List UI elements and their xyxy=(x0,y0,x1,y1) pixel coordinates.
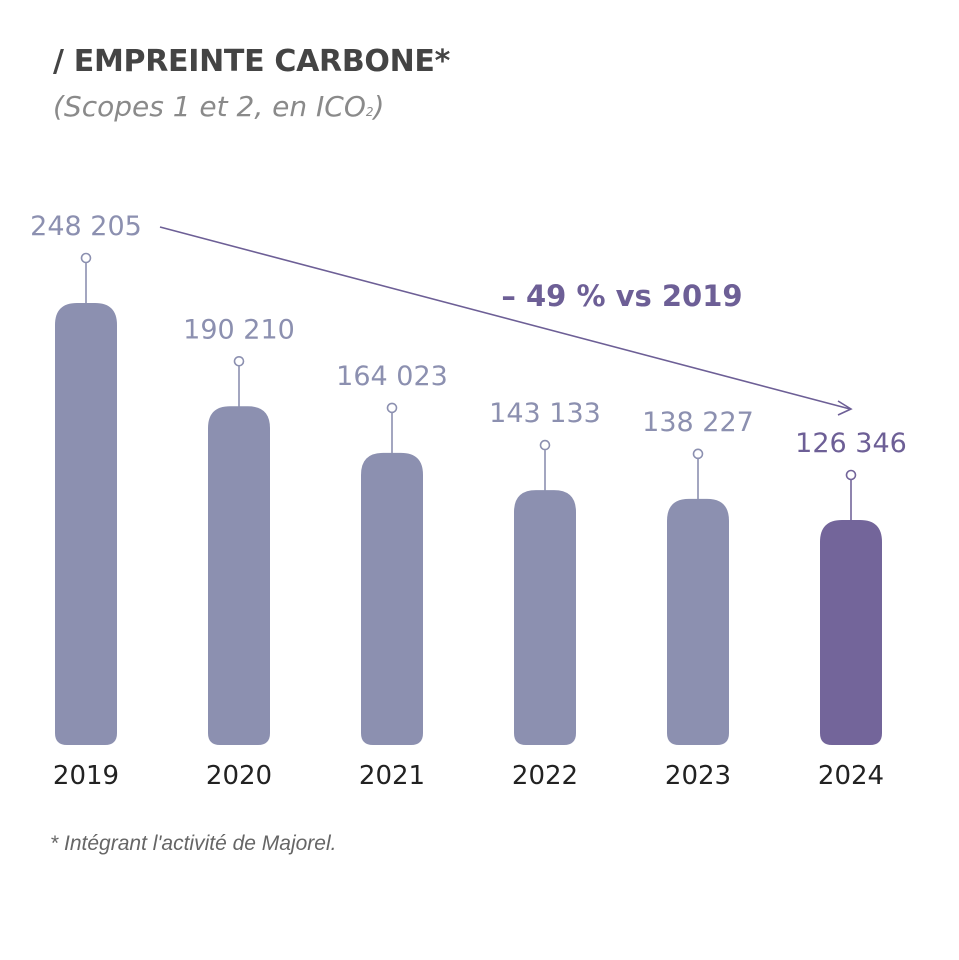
x-tick-label-2023: 2023 xyxy=(665,761,731,791)
bar-2023 xyxy=(667,498,729,745)
bar-2020 xyxy=(208,406,270,745)
value-label-2019: 248 205 xyxy=(30,211,142,242)
x-tick-label-2022: 2022 xyxy=(512,761,578,791)
footnote: * Intégrant l'activité de Majorel. xyxy=(50,832,337,855)
value-label-2023: 138 227 xyxy=(642,407,754,438)
bar-2019 xyxy=(55,303,117,745)
value-label-2020: 190 210 xyxy=(183,314,295,345)
trend-arrow-line xyxy=(159,226,851,410)
x-tick-label-2019: 2019 xyxy=(53,761,119,791)
chart-subtitle: (Scopes 1 et 2, en ICO2) xyxy=(53,90,384,123)
value-label-2021: 164 023 xyxy=(336,361,448,392)
bar-2021 xyxy=(361,452,423,745)
stem-marker-2019 xyxy=(80,252,92,264)
value-label-2022: 143 133 xyxy=(489,398,601,429)
chart-title: / EMPREINTE CARBONE* xyxy=(53,44,450,79)
stem-marker-2020 xyxy=(233,355,245,367)
trend-annotation: – 49 % vs 2019 xyxy=(501,279,742,313)
subtitle-text: (Scopes 1 et 2, en ICO xyxy=(53,90,366,123)
trend-arrow-head xyxy=(837,400,853,416)
bar-2024 xyxy=(820,520,882,745)
subtitle-end: ) xyxy=(373,90,385,123)
x-tick-label-2021: 2021 xyxy=(359,761,425,791)
value-label-2024: 126 346 xyxy=(795,428,907,459)
bar-2022 xyxy=(514,490,576,745)
stem-marker-2022 xyxy=(539,439,551,451)
stem-marker-2023 xyxy=(692,448,704,460)
stem-marker-2021 xyxy=(386,402,398,414)
x-tick-label-2020: 2020 xyxy=(206,761,272,791)
stem-marker-2024 xyxy=(845,469,857,481)
subtitle-subscript: 2 xyxy=(365,105,374,119)
x-tick-label-2024: 2024 xyxy=(818,761,884,791)
